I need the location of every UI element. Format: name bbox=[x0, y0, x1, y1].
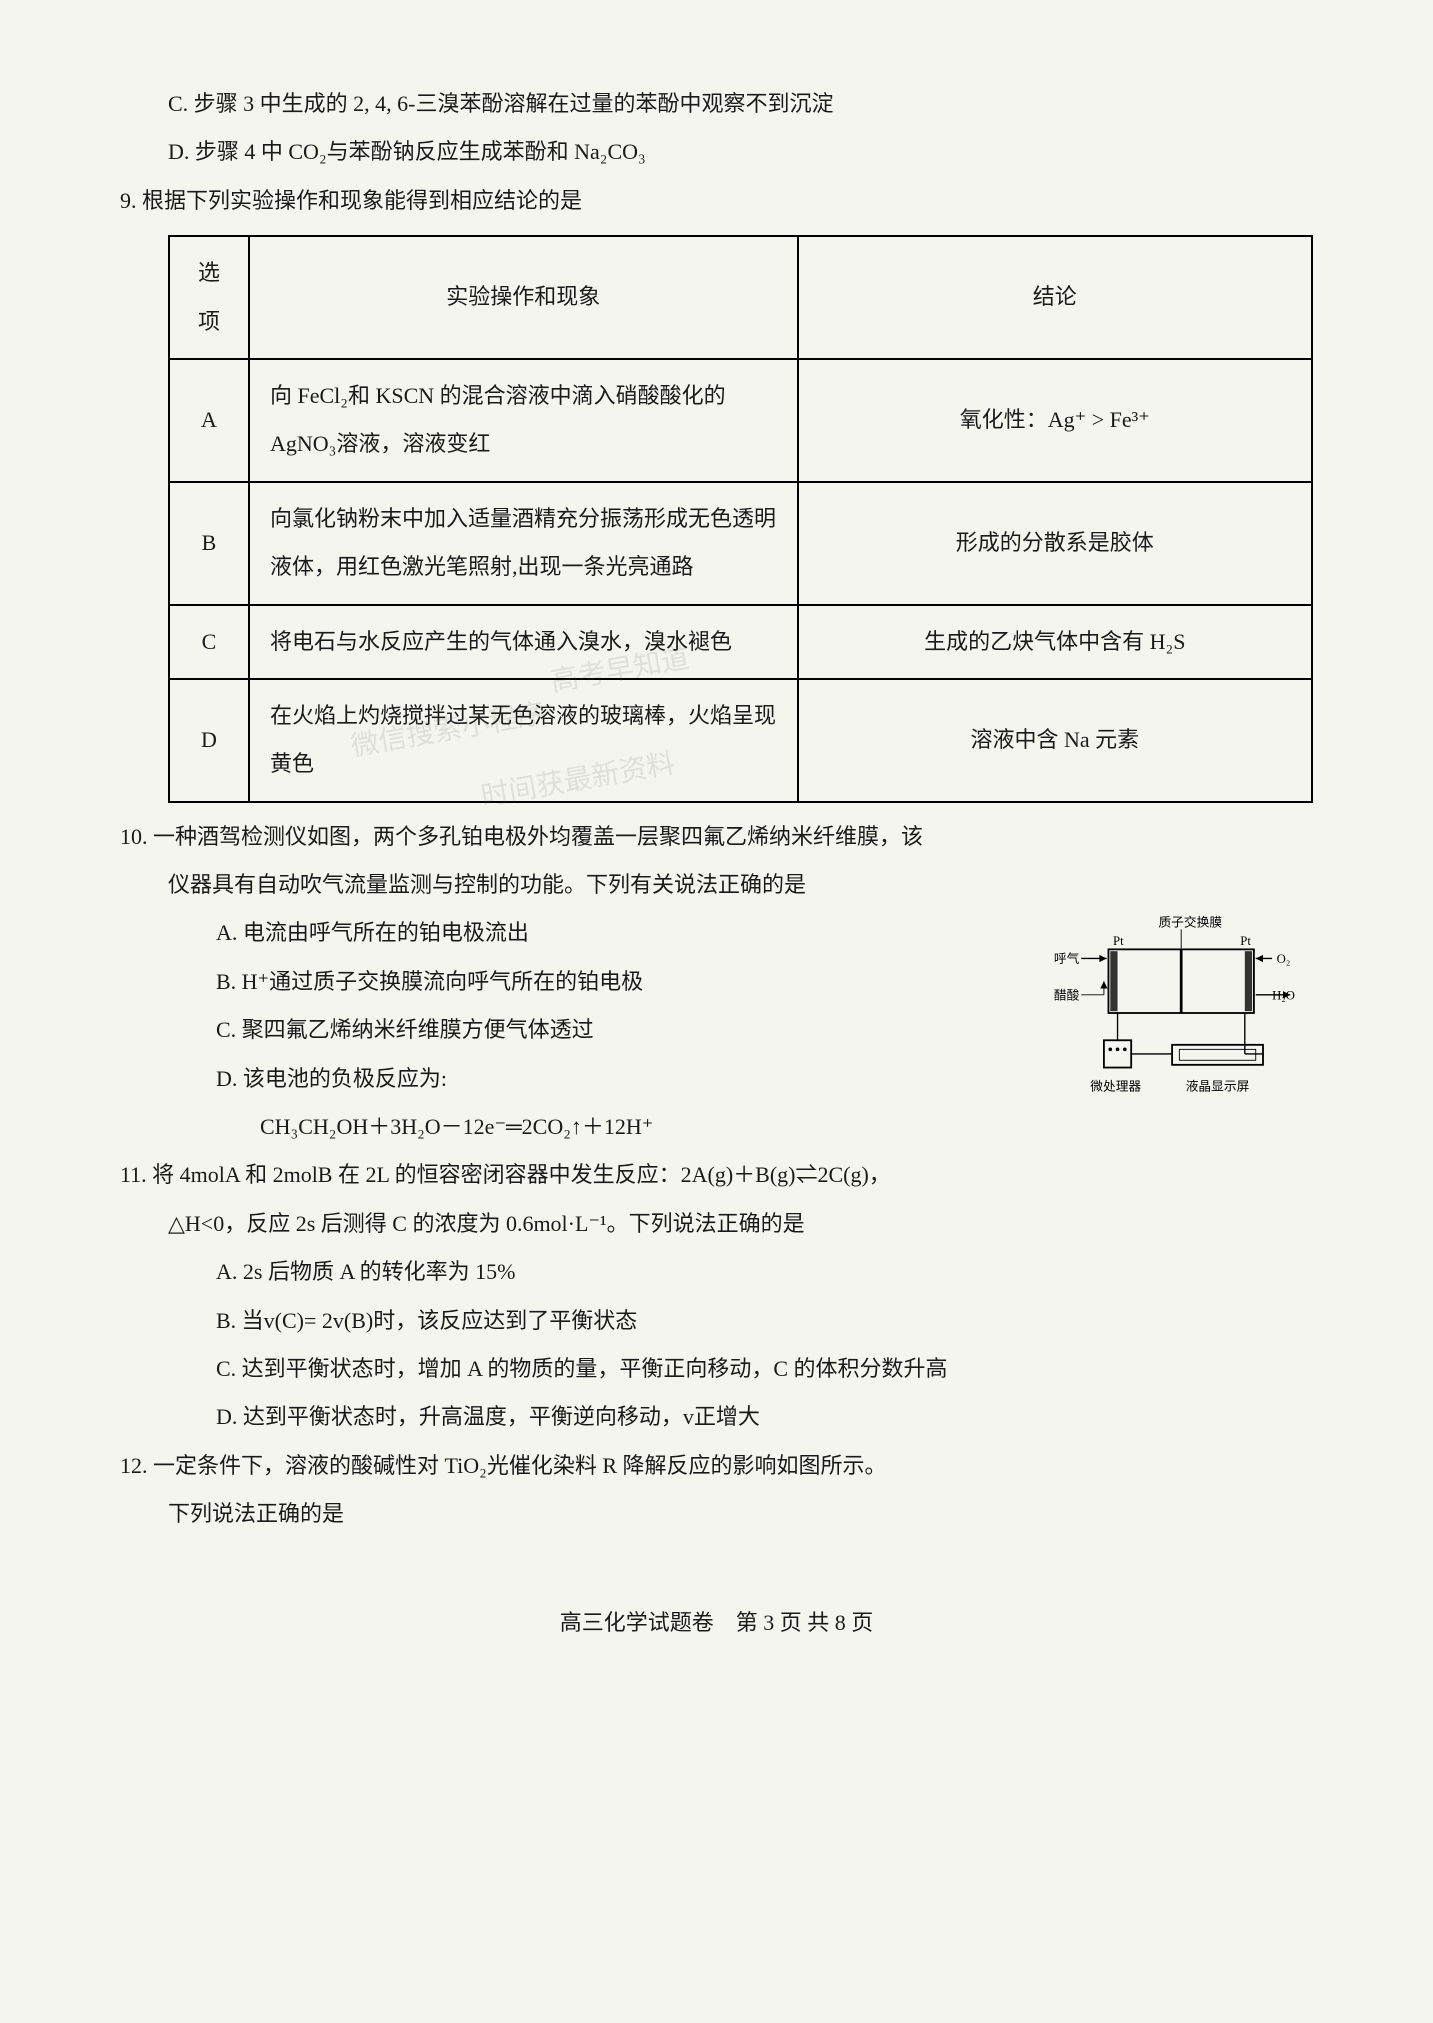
table-row: C 将电石与水反应产生的气体通入溴水，溴水褪色 生成的乙炔气体中含有 H₂S bbox=[169, 605, 1312, 679]
label-acid: 醋酸 bbox=[1054, 987, 1080, 1002]
label-o2: O₂ bbox=[1277, 952, 1291, 966]
table-header-row: 选项 实验操作和现象 结论 bbox=[169, 236, 1312, 359]
label-lcd: 液晶显示屏 bbox=[1186, 1079, 1250, 1093]
cell-option: C bbox=[169, 605, 249, 679]
q11-option-a: A. 2s 后物质 A 的转化率为 15% bbox=[120, 1248, 1313, 1296]
cell-conclusion: 生成的乙炔气体中含有 H₂S bbox=[798, 605, 1312, 679]
prev-option-d: D. 步骤 4 中 CO₂与苯酚钠反应生成苯酚和 Na₂CO₃ bbox=[120, 128, 1313, 176]
q11-stem1: 11. 将 4molA 和 2molB 在 2L 的恒容密闭容器中发生反应：2A… bbox=[120, 1151, 1313, 1199]
q9-stem: 9. 根据下列实验操作和现象能得到相应结论的是 bbox=[120, 177, 1313, 225]
label-processor: 微处理器 bbox=[1090, 1079, 1141, 1093]
q10-stem2: 仪器具有自动吹气流量监测与控制的功能。下列有关说法正确的是 bbox=[120, 861, 1313, 909]
q9-table: 选项 实验操作和现象 结论 A 向 FeCl₂和 KSCN 的混合溶液中滴入硝酸… bbox=[168, 235, 1313, 803]
cell-conclusion: 形成的分散系是胶体 bbox=[798, 482, 1312, 605]
cell-operation: 将电石与水反应产生的气体通入溴水，溴水褪色 bbox=[249, 605, 798, 679]
table-row: D 在火焰上灼烧搅拌过某无色溶液的玻璃棒，火焰呈现黄色 溶液中含 Na 元素 bbox=[169, 679, 1312, 802]
table-row: A 向 FeCl₂和 KSCN 的混合溶液中滴入硝酸酸化的 AgNO₃溶液，溶液… bbox=[169, 359, 1312, 482]
q10-stem1: 10. 一种酒驾检测仪如图，两个多孔铂电极外均覆盖一层聚四氟乙烯纳米纤维膜，该 bbox=[120, 813, 1313, 861]
label-breath: 呼气 bbox=[1054, 951, 1080, 966]
cell-option: B bbox=[169, 482, 249, 605]
q12-stem2: 下列说法正确的是 bbox=[120, 1490, 1313, 1538]
header-conclusion: 结论 bbox=[798, 236, 1312, 359]
q12-stem1: 12. 一定条件下，溶液的酸碱性对 TiO₂光催化染料 R 降解反应的影响如图所… bbox=[120, 1442, 1313, 1490]
cell-conclusion: 氧化性：Ag⁺ > Fe³⁺ bbox=[798, 359, 1312, 482]
prev-option-c: C. 步骤 3 中生成的 2, 4, 6-三溴苯酚溶解在过量的苯酚中观察不到沉淀 bbox=[120, 80, 1313, 128]
cell-operation: 在火焰上灼烧搅拌过某无色溶液的玻璃棒，火焰呈现黄色 bbox=[249, 679, 798, 802]
table-row: B 向氯化钠粉末中加入适量酒精充分振荡形成无色透明液体，用红色激光笔照射,出现一… bbox=[169, 482, 1312, 605]
label-pt-right: Pt bbox=[1240, 934, 1251, 948]
cell-option: A bbox=[169, 359, 249, 482]
header-operation: 实验操作和现象 bbox=[249, 236, 798, 359]
label-pt-left: Pt bbox=[1113, 934, 1124, 948]
fuel-cell-diagram: 质子交换膜 Pt Pt 呼气 O₂ bbox=[1013, 913, 1313, 1113]
header-option: 选项 bbox=[169, 236, 249, 359]
q10-container: 10. 一种酒驾检测仪如图，两个多孔铂电极外均覆盖一层聚四氟乙烯纳米纤维膜，该 … bbox=[120, 813, 1313, 1152]
q11-option-b: B. 当v(C)= 2v(B)时，该反应达到了平衡状态 bbox=[120, 1297, 1313, 1345]
label-membrane: 质子交换膜 bbox=[1158, 914, 1222, 929]
cell-operation: 向 FeCl₂和 KSCN 的混合溶液中滴入硝酸酸化的 AgNO₃溶液，溶液变红 bbox=[249, 359, 798, 482]
page-footer: 高三化学试题卷 第 3 页 共 8 页 bbox=[120, 1599, 1313, 1647]
q11-option-c: C. 达到平衡状态时，增加 A 的物质的量，平衡正向移动，C 的体积分数升高 bbox=[120, 1345, 1313, 1393]
cell-operation: 向氯化钠粉末中加入适量酒精充分振荡形成无色透明液体，用红色激光笔照射,出现一条光… bbox=[249, 482, 798, 605]
q11-stem2: △H<0，反应 2s 后测得 C 的浓度为 0.6mol·L⁻¹。下列说法正确的… bbox=[120, 1200, 1313, 1248]
page-content: 高考早知道 微信搜索小程序 时间获最新资料 C. 步骤 3 中生成的 2, 4,… bbox=[120, 80, 1313, 1647]
cell-option: D bbox=[169, 679, 249, 802]
q11-option-d: D. 达到平衡状态时，升高温度，平衡逆向移动，v正增大 bbox=[120, 1393, 1313, 1441]
cell-conclusion: 溶液中含 Na 元素 bbox=[798, 679, 1312, 802]
